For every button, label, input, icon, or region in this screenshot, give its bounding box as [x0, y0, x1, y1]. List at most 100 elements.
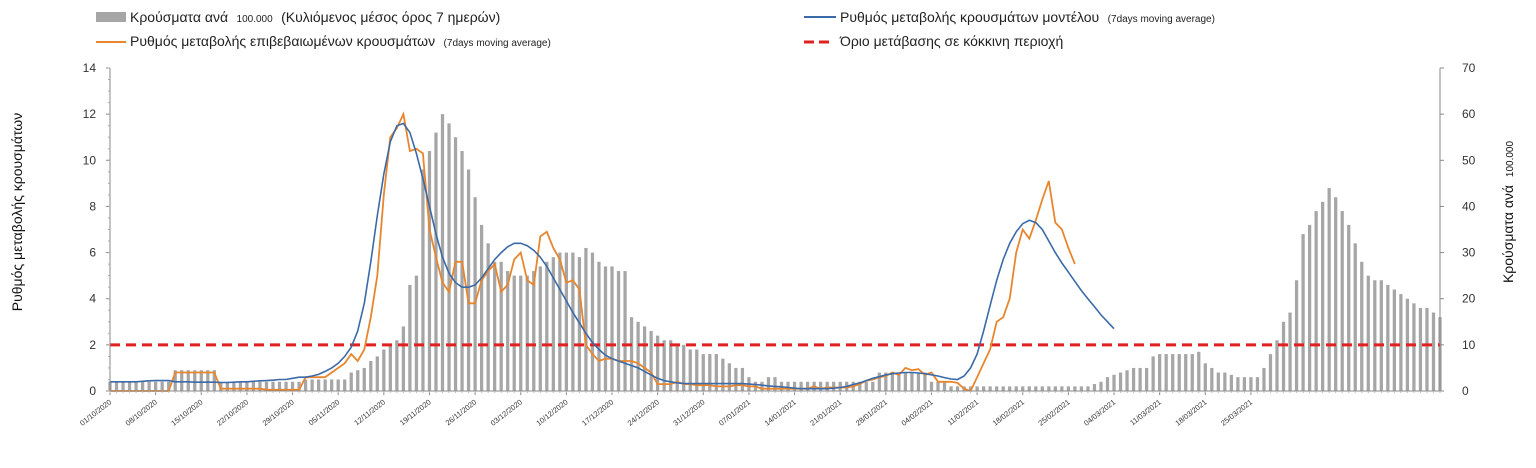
x-tick-label: 21/01/2021: [808, 397, 843, 427]
bar: [955, 386, 960, 391]
bar: [688, 349, 692, 391]
x-tick-label: 17/12/2020: [580, 397, 615, 427]
bar: [727, 363, 731, 391]
bar: [427, 151, 432, 391]
bar: [1171, 354, 1175, 391]
bar: [479, 224, 484, 391]
svg-text:Ρυθμός μεταβολής επιβεβαιωμένω: Ρυθμός μεταβολής επιβεβαιωμένων κρουσμάτ…: [130, 33, 551, 50]
bar: [1066, 386, 1071, 391]
bar: [545, 261, 549, 391]
right-tick-label: 20: [1462, 292, 1476, 306]
bar: [1294, 280, 1299, 391]
bar: [1288, 312, 1292, 391]
bar: [264, 381, 269, 391]
bar: [623, 271, 627, 391]
bar: [838, 381, 842, 391]
bar: [1040, 386, 1044, 391]
bar: [786, 381, 790, 391]
axes-layer: 0 2 4 6 8 10 12 14 0 10 20 30 40 50 60 70 01/10/2020 08/1…: [78, 61, 1476, 428]
bar: [1327, 187, 1331, 391]
bar: [297, 381, 301, 391]
bar: [1229, 374, 1234, 391]
bar: [988, 386, 992, 391]
bar: [1262, 367, 1266, 391]
bar: [1158, 354, 1162, 391]
bar: [238, 381, 243, 391]
bar: [512, 275, 516, 391]
left-tick-label: 14: [83, 61, 97, 75]
bars-layer: [108, 114, 1442, 392]
bar: [440, 114, 445, 392]
right-tick-label: 10: [1462, 338, 1476, 352]
bar: [942, 381, 947, 391]
svg-text:Κρούσματα ανά 100.000: Κρούσματα ανά 100.000 (Κυλιόμενος μέσος …: [130, 9, 500, 26]
bar: [629, 317, 634, 391]
bar: [316, 379, 321, 391]
bar: [388, 344, 392, 391]
legend-confirmed-small: (7days moving average): [444, 38, 551, 49]
bar: [877, 372, 881, 391]
bar: [1360, 261, 1364, 391]
x-tick-label: 22/10/2020: [215, 397, 250, 427]
x-tick-label: 24/12/2020: [626, 397, 661, 427]
bar: [271, 381, 275, 391]
bar: [968, 386, 973, 391]
bar: [1190, 354, 1194, 391]
bar: [1151, 356, 1155, 391]
bar: [382, 349, 386, 391]
left-tick-label: 4: [89, 292, 96, 306]
bar: [1353, 243, 1357, 391]
x-tick-label: 05/11/2020: [307, 397, 342, 427]
bar: [1060, 386, 1064, 391]
right-tick-label: 60: [1462, 107, 1476, 121]
bar: [682, 344, 686, 391]
bar: [1392, 289, 1396, 391]
bar: [1386, 284, 1390, 391]
bar: [1216, 372, 1220, 391]
bar: [343, 379, 347, 391]
bar: [160, 381, 164, 391]
bar: [225, 381, 229, 391]
x-tick-label: 19/11/2020: [398, 397, 433, 427]
x-tick-label: 18/02/2021: [991, 397, 1026, 427]
bar: [1366, 275, 1370, 391]
bar: [1203, 363, 1207, 391]
bar: [1301, 234, 1305, 391]
bar: [1008, 386, 1012, 391]
bar: [258, 381, 262, 391]
bar: [669, 340, 673, 391]
bar: [923, 372, 927, 391]
left-tick-label: 2: [89, 338, 96, 352]
bar: [486, 243, 490, 391]
right-axis-title: Κρούσματα ανά 100.000: [1500, 141, 1516, 284]
bar: [245, 381, 249, 391]
bar: [290, 381, 295, 391]
x-tick-label: 01/10/2020: [78, 397, 113, 427]
bar: [1184, 354, 1188, 391]
legend-bars-tail: (Κυλιόμενος μέσος όρος 7 ημερών): [281, 9, 500, 25]
bar: [929, 381, 934, 391]
bar: [473, 197, 477, 391]
bar: [193, 370, 197, 391]
bar: [506, 271, 510, 391]
bar: [1099, 381, 1103, 391]
bar: [1425, 307, 1429, 391]
bar: [310, 379, 314, 391]
x-tick-label: 08/10/2020: [124, 397, 159, 427]
right-tick-label: 50: [1462, 153, 1476, 167]
x-tick-label: 28/01/2021: [854, 397, 889, 427]
bar: [154, 381, 158, 391]
bar: [1321, 201, 1325, 391]
bar: [1255, 377, 1260, 391]
bar: [884, 372, 888, 391]
bar: [499, 261, 503, 391]
bar: [401, 326, 406, 391]
bar: [1131, 367, 1136, 391]
bar: [564, 252, 569, 391]
bar: [167, 381, 171, 391]
bar: [760, 381, 764, 391]
bar: [1210, 367, 1214, 391]
legend: Κρούσματα ανά 100.000 (Κυλιόμενος μέσος …: [96, 9, 1215, 50]
legend-model-small: (7days moving average): [1108, 14, 1215, 25]
